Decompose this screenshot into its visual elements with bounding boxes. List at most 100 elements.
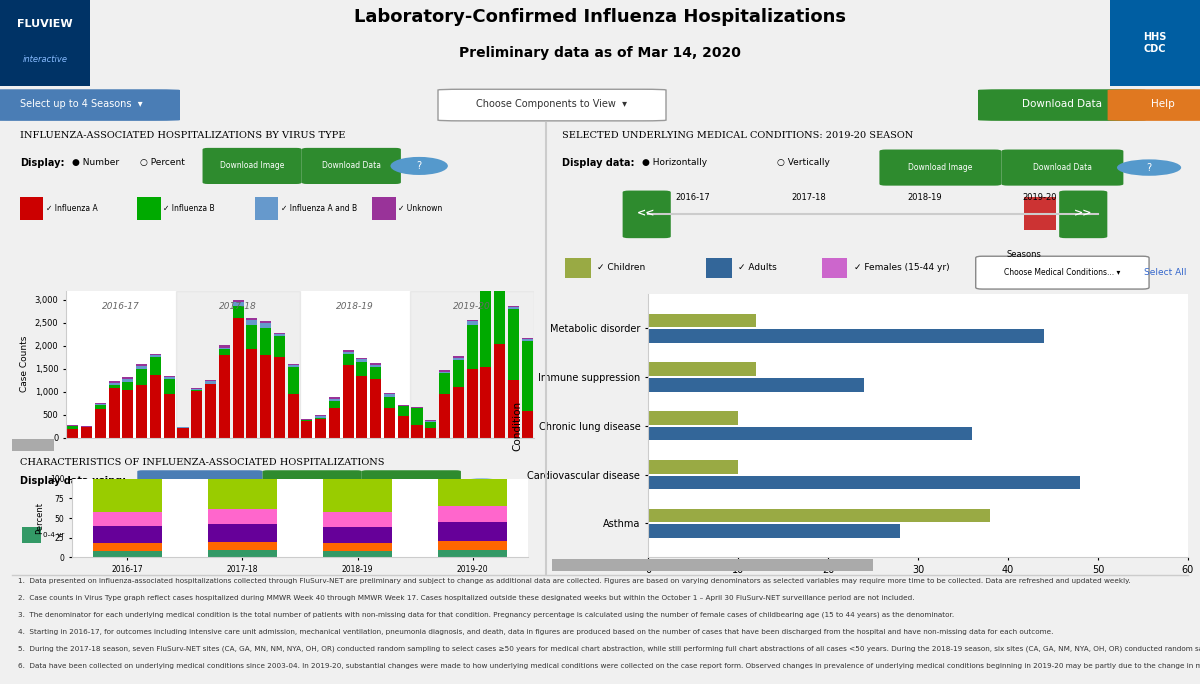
Bar <box>218 350 230 355</box>
Bar <box>397 406 409 416</box>
Bar <box>95 404 106 405</box>
Bar <box>494 246 505 250</box>
Bar <box>648 314 756 327</box>
Bar <box>233 300 244 302</box>
Text: 65+ yr: 65+ yr <box>367 532 392 538</box>
Bar <box>425 422 437 428</box>
FancyBboxPatch shape <box>438 89 666 121</box>
Bar <box>246 320 257 324</box>
Bar <box>137 384 148 438</box>
Bar <box>438 506 508 522</box>
Bar <box>137 365 148 366</box>
Bar <box>176 291 300 438</box>
Text: 0-4 yr: 0-4 yr <box>43 532 65 538</box>
Bar <box>95 403 106 404</box>
Bar <box>412 408 422 425</box>
Text: 5.  During the 2017-18 season, seven FluSurv-NET sites (CA, GA, MN, NM, NYA, OH,: 5. During the 2017-18 season, seven FluS… <box>18 646 1200 653</box>
FancyBboxPatch shape <box>301 148 401 184</box>
Bar <box>316 419 326 438</box>
Bar <box>205 384 216 438</box>
Text: ?: ? <box>1146 163 1152 172</box>
Bar <box>439 394 450 438</box>
Bar <box>191 388 203 389</box>
Bar <box>452 387 463 438</box>
Bar <box>648 363 756 376</box>
Bar <box>648 378 864 392</box>
Bar <box>205 382 216 384</box>
Text: 2016-17: 2016-17 <box>676 193 710 202</box>
Bar <box>356 376 367 438</box>
Bar <box>1024 197 1056 230</box>
Text: Download Data: Download Data <box>1022 99 1102 109</box>
Bar <box>67 429 78 438</box>
Bar <box>329 399 340 401</box>
Bar <box>150 355 161 357</box>
Bar <box>323 551 392 557</box>
Text: 1.  Data presented on influenza-associated hospitalizations collected through Fl: 1. Data presented on influenza-associate… <box>18 578 1130 584</box>
Text: 2017-18: 2017-18 <box>220 302 257 311</box>
Bar <box>208 551 277 557</box>
Text: Download Image: Download Image <box>908 163 972 172</box>
Y-axis label: Percent: Percent <box>35 502 44 534</box>
Text: ✓ Influenza B: ✓ Influenza B <box>163 204 215 213</box>
Bar <box>20 197 43 220</box>
Bar <box>494 250 505 343</box>
Bar <box>343 354 354 365</box>
Text: Download Image: Download Image <box>280 479 344 488</box>
Bar <box>12 439 54 451</box>
Text: ✓ Influenza A: ✓ Influenza A <box>46 204 97 213</box>
Bar <box>185 527 203 543</box>
Bar <box>323 543 392 551</box>
Bar <box>92 551 162 557</box>
Bar <box>274 356 284 438</box>
Bar <box>260 323 271 328</box>
Bar <box>356 362 367 376</box>
Bar <box>92 543 162 551</box>
Bar <box>150 375 161 438</box>
FancyBboxPatch shape <box>880 150 1002 185</box>
Bar <box>82 427 92 438</box>
Bar <box>288 394 299 438</box>
Bar <box>425 421 437 422</box>
Text: Download Data: Download Data <box>382 479 440 488</box>
Bar <box>92 512 162 526</box>
Text: 50-64 yr: 50-64 yr <box>286 532 317 538</box>
Bar <box>370 363 382 365</box>
Bar <box>467 319 478 321</box>
Bar <box>274 337 284 356</box>
Bar <box>301 419 312 420</box>
Bar <box>233 318 244 438</box>
Bar <box>648 525 900 538</box>
Bar <box>706 258 732 278</box>
Text: ✓ Adults: ✓ Adults <box>738 263 776 272</box>
Text: ✓ Children: ✓ Children <box>596 263 646 272</box>
Text: 2018-19: 2018-19 <box>336 302 374 311</box>
Bar <box>648 460 738 473</box>
Bar <box>412 425 422 438</box>
Bar <box>178 428 188 438</box>
Bar <box>163 379 175 394</box>
Bar <box>480 367 491 438</box>
Bar <box>467 325 478 369</box>
Bar <box>109 383 120 386</box>
Bar <box>260 328 271 355</box>
Bar <box>208 510 277 524</box>
Text: 2017-18: 2017-18 <box>792 193 826 202</box>
Text: 6.  Data have been collected on underlying medical conditions since 2003-04. In : 6. Data have been collected on underlyin… <box>18 663 1200 669</box>
Bar <box>205 380 216 382</box>
Bar <box>452 358 463 360</box>
Bar <box>163 377 175 379</box>
Bar <box>109 386 120 388</box>
Text: INFLUENZA-ASSOCIATED HOSPITALIZATIONS BY VIRUS TYPE: INFLUENZA-ASSOCIATED HOSPITALIZATIONS BY… <box>20 131 346 140</box>
Bar <box>246 318 257 320</box>
Bar <box>648 427 972 440</box>
Text: Laboratory-Confirmed Influenza Hospitalizations: Laboratory-Confirmed Influenza Hospitali… <box>354 8 846 26</box>
Bar <box>137 369 148 384</box>
Bar <box>233 306 244 318</box>
Bar <box>67 426 78 429</box>
Text: 4.  Starting in 2016-17, for outcomes including intensive care unit admission, m: 4. Starting in 2016-17, for outcomes inc… <box>18 629 1054 635</box>
Bar <box>346 527 365 543</box>
Text: Select up to 4 Seasons  ▾: Select up to 4 Seasons ▾ <box>19 99 143 109</box>
Circle shape <box>390 157 448 175</box>
Bar <box>494 343 505 438</box>
